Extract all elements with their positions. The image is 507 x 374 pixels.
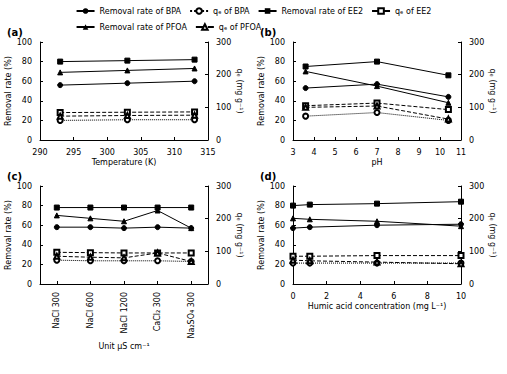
svg-text:NaCl 600: NaCl 600: [86, 292, 95, 329]
svg-text:20: 20: [22, 116, 32, 125]
svg-text:Removal rate (%): Removal rate (%): [257, 200, 266, 270]
svg-text:qₑ of BPA: qₑ of BPA: [213, 7, 250, 16]
svg-text:100: 100: [17, 182, 32, 191]
svg-text:315: 315: [200, 148, 215, 157]
svg-text:Removal rate (%): Removal rate (%): [4, 56, 13, 126]
svg-text:80: 80: [22, 201, 32, 210]
svg-text:Removal rate of PFOA: Removal rate of PFOA: [100, 23, 188, 32]
svg-text:40: 40: [275, 96, 285, 105]
svg-text:100: 100: [216, 103, 231, 112]
svg-text:qₑ (mg g⁻¹): qₑ (mg g⁻¹): [235, 212, 244, 257]
svg-text:0: 0: [216, 136, 221, 145]
svg-text:qₑ (mg g⁻¹): qₑ (mg g⁻¹): [488, 212, 497, 257]
svg-text:40: 40: [22, 96, 32, 105]
svg-text:305: 305: [133, 148, 148, 157]
svg-text:80: 80: [22, 57, 32, 66]
svg-text:0: 0: [216, 280, 221, 289]
svg-text:Na₂SO₄ 300: Na₂SO₄ 300: [187, 292, 196, 339]
svg-text:Removal rate of EE2: Removal rate of EE2: [282, 7, 363, 16]
svg-text:310: 310: [167, 148, 182, 157]
svg-text:qₑ (mg g⁻¹): qₑ (mg g⁻¹): [235, 68, 244, 113]
svg-text:290: 290: [32, 148, 47, 157]
svg-text:100: 100: [270, 38, 285, 47]
svg-text:100: 100: [469, 103, 484, 112]
svg-text:60: 60: [22, 77, 32, 86]
svg-text:60: 60: [22, 221, 32, 230]
svg-text:qₑ of EE2: qₑ of EE2: [395, 7, 431, 16]
svg-text:NaCl 1200: NaCl 1200: [120, 292, 129, 334]
svg-text:2: 2: [324, 292, 329, 301]
svg-text:80: 80: [275, 201, 285, 210]
svg-text:0: 0: [27, 280, 32, 289]
svg-text:11: 11: [456, 148, 466, 157]
svg-text:qₑ of PFOA: qₑ of PFOA: [219, 23, 262, 32]
svg-text:Unit μS cm⁻¹: Unit μS cm⁻¹: [98, 342, 149, 351]
svg-text:8: 8: [425, 292, 430, 301]
svg-text:9: 9: [416, 148, 421, 157]
svg-text:5: 5: [332, 148, 337, 157]
svg-text:pH: pH: [371, 158, 382, 167]
svg-text:(a): (a): [7, 27, 23, 38]
svg-text:4: 4: [311, 148, 316, 157]
svg-text:3: 3: [290, 148, 295, 157]
svg-text:qₑ (mg g⁻¹): qₑ (mg g⁻¹): [488, 68, 497, 113]
svg-text:8: 8: [395, 148, 400, 157]
svg-text:300: 300: [469, 38, 484, 47]
svg-text:200: 200: [216, 214, 231, 223]
svg-text:Removal rate of BPA: Removal rate of BPA: [100, 7, 182, 16]
svg-text:(c): (c): [7, 171, 22, 182]
svg-text:6: 6: [353, 148, 358, 157]
svg-text:100: 100: [469, 247, 484, 256]
svg-text:NaCl 300: NaCl 300: [52, 292, 61, 329]
svg-text:300: 300: [216, 182, 231, 191]
svg-text:60: 60: [275, 77, 285, 86]
svg-text:Removal rate (%): Removal rate (%): [257, 56, 266, 126]
svg-text:295: 295: [66, 148, 81, 157]
svg-text:7: 7: [374, 148, 379, 157]
svg-text:20: 20: [275, 116, 285, 125]
svg-text:Humic acid concentration (mg L: Humic acid concentration (mg L⁻¹): [308, 302, 447, 311]
svg-text:Temperature (K): Temperature (K): [91, 158, 157, 167]
svg-text:0: 0: [27, 136, 32, 145]
svg-text:20: 20: [275, 260, 285, 269]
svg-text:(b): (b): [260, 27, 276, 38]
svg-text:40: 40: [22, 240, 32, 249]
svg-text:100: 100: [270, 182, 285, 191]
svg-text:40: 40: [275, 240, 285, 249]
svg-text:200: 200: [216, 70, 231, 79]
svg-text:CaCl₂ 300: CaCl₂ 300: [153, 292, 162, 331]
svg-text:100: 100: [216, 247, 231, 256]
svg-text:4: 4: [358, 292, 363, 301]
svg-text:60: 60: [275, 221, 285, 230]
svg-text:80: 80: [275, 57, 285, 66]
svg-text:200: 200: [469, 214, 484, 223]
svg-text:300: 300: [216, 38, 231, 47]
svg-text:200: 200: [469, 70, 484, 79]
svg-text:20: 20: [22, 260, 32, 269]
svg-text:Removal rate (%): Removal rate (%): [4, 200, 13, 270]
svg-text:300: 300: [469, 182, 484, 191]
svg-text:0: 0: [280, 136, 285, 145]
svg-text:10: 10: [435, 148, 445, 157]
svg-text:0: 0: [290, 292, 295, 301]
svg-text:10: 10: [456, 292, 466, 301]
svg-text:(d): (d): [260, 171, 276, 182]
svg-text:0: 0: [469, 136, 474, 145]
svg-text:0: 0: [280, 280, 285, 289]
svg-text:0: 0: [469, 280, 474, 289]
svg-text:300: 300: [100, 148, 115, 157]
svg-text:100: 100: [17, 38, 32, 47]
svg-text:6: 6: [391, 292, 396, 301]
